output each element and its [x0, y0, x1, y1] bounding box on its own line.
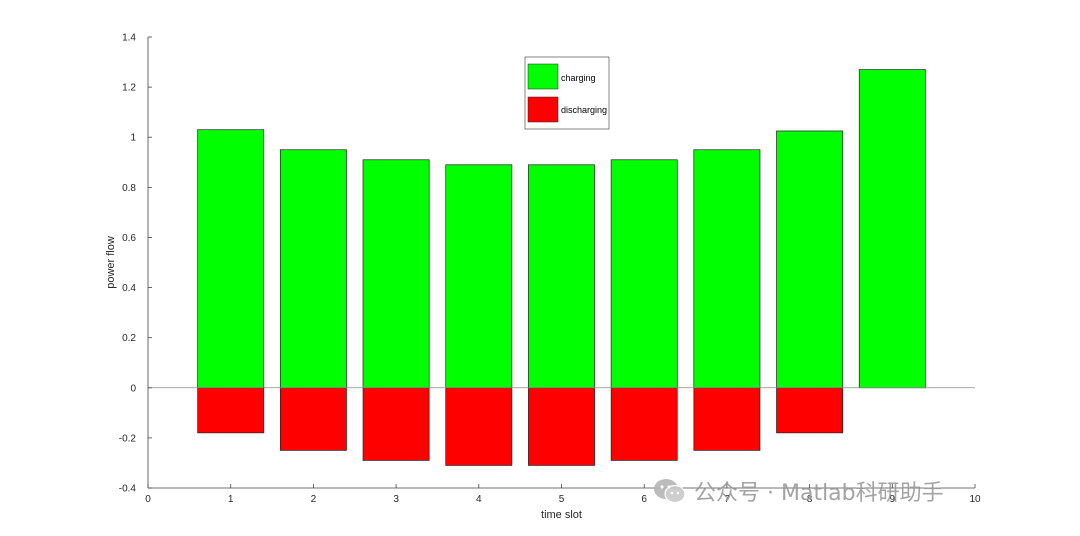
y-tick-label: 0 [130, 383, 136, 394]
ticks-layer: 0 1 2 3 4 5 6 7 8 9 10 -0.4 -0.2 0 0.2 0.4 0.6 0.8 1 1.2 1.4 [119, 33, 981, 506]
y-tick-label: 0.8 [122, 183, 136, 194]
bars-layer [197, 69, 926, 466]
x-tick-label: 4 [476, 494, 482, 505]
y-tick-label: 1.4 [122, 33, 136, 44]
x-tick-label: 1 [228, 494, 234, 505]
legend-label-charging: charging [561, 73, 596, 83]
bar-charging-8 [776, 130, 844, 389]
bar-charging-3 [362, 159, 430, 389]
y-tick-label: -0.2 [119, 433, 137, 444]
x-axis-label: time slot [541, 509, 582, 521]
x-tick-label: 6 [641, 494, 647, 505]
bar-discharging-1 [197, 387, 265, 434]
x-tick-label: 7 [724, 494, 730, 505]
x-tick-label: 10 [969, 494, 981, 505]
y-tick-label: 0.6 [122, 233, 136, 244]
bar-discharging-3 [362, 387, 430, 461]
bar-discharging-6 [610, 387, 678, 461]
bar-discharging-2 [279, 387, 347, 451]
y-tick-label: 1.2 [122, 83, 136, 94]
x-tick-label: 8 [807, 494, 813, 505]
x-tick-label: 0 [145, 494, 151, 505]
bar-charging-6 [610, 159, 678, 389]
bar-discharging-5 [528, 387, 595, 466]
legend: charging discharging [524, 56, 610, 130]
bar-charging-1 [197, 129, 265, 389]
legend-label-discharging: discharging [561, 105, 607, 115]
watermark-text: 公众号 · Matlab科研助手 [694, 481, 944, 506]
wechat-icon [654, 479, 686, 504]
bar-charging-9 [858, 69, 926, 389]
bar-charging-5 [528, 164, 595, 389]
bar-charging-4 [445, 164, 513, 389]
legend-swatch-discharging [527, 96, 559, 123]
x-tick-label: 9 [890, 494, 896, 505]
bar-discharging-8 [776, 387, 844, 434]
y-tick-label: 1 [130, 133, 136, 144]
bar-charging-7 [693, 149, 761, 389]
y-axis-label: power flow [105, 236, 117, 289]
x-tick-label: 5 [559, 494, 565, 505]
bar-discharging-4 [445, 387, 513, 466]
legend-swatch-charging [527, 63, 559, 90]
bar-charging-2 [279, 149, 347, 389]
y-tick-label: 0.2 [122, 333, 136, 344]
bar-discharging-7 [693, 387, 761, 451]
y-tick-label: 0.4 [122, 283, 136, 294]
watermark: 公众号 · Matlab科研助手 [652, 476, 944, 506]
y-tick-label: -0.4 [119, 484, 137, 495]
x-tick-label: 3 [393, 494, 399, 505]
x-tick-label: 2 [311, 494, 317, 505]
